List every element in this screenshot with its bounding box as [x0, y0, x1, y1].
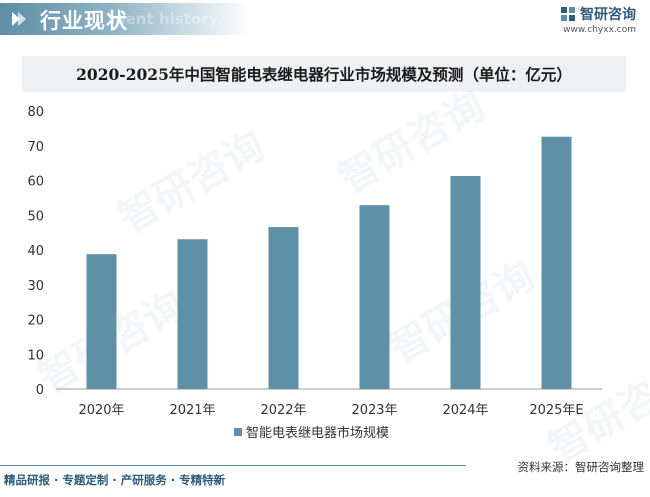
- footer-divider: [0, 465, 466, 466]
- y-tick-label: 80: [27, 105, 44, 120]
- y-tick-label: 20: [27, 314, 44, 329]
- footer-tagline: 精品研报 · 专题定制 · 产研服务 · 专精特新: [4, 473, 226, 487]
- chart-title: 2020-2025年中国智能电表继电器行业市场规模及预测（单位：亿元）: [76, 65, 572, 84]
- legend-swatch: [234, 428, 242, 436]
- y-tick-label: 10: [27, 348, 44, 363]
- y-tick-label: 40: [27, 244, 44, 259]
- brand-logo: 智研咨询 www.chyxx.com: [560, 4, 636, 35]
- bar: [177, 239, 208, 389]
- x-tick-label: 2022年: [260, 403, 306, 418]
- bar: [541, 136, 572, 389]
- bar: [359, 205, 390, 389]
- x-tick-label: 2023年: [351, 403, 397, 418]
- x-tick-label: 2025年E: [529, 403, 583, 418]
- x-tick-label: 2020年: [78, 403, 124, 418]
- brand-name: 智研咨询: [580, 7, 636, 23]
- header-banner: [0, 3, 250, 35]
- x-tick-label: 2021年: [169, 403, 215, 418]
- brand-logo-icon: [561, 7, 575, 21]
- page-header: 行业现状 ment history 智研咨询 www.chyxx.com: [0, 0, 650, 40]
- bar: [450, 175, 481, 389]
- chevron-right-icon: [12, 12, 26, 26]
- y-tick-label: 50: [27, 209, 44, 224]
- bar: [86, 254, 117, 389]
- y-tick-label: 30: [27, 279, 44, 294]
- bar: [268, 227, 299, 389]
- footer-source: 资料来源：智研咨询整理: [517, 460, 645, 474]
- y-tick-label: 0: [36, 383, 44, 398]
- section-subtitle: ment history: [110, 10, 219, 28]
- y-tick-label: 70: [27, 140, 44, 155]
- section-title: 行业现状: [40, 9, 128, 33]
- legend-label: 智能电表继电器市场规模: [246, 425, 389, 441]
- y-tick-label: 60: [27, 175, 44, 190]
- chart-title-box: 2020-2025年中国智能电表继电器行业市场规模及预测（单位：亿元）: [22, 56, 626, 92]
- brand-url: www.chyxx.com: [563, 25, 636, 35]
- x-tick-label: 2024年: [442, 403, 488, 418]
